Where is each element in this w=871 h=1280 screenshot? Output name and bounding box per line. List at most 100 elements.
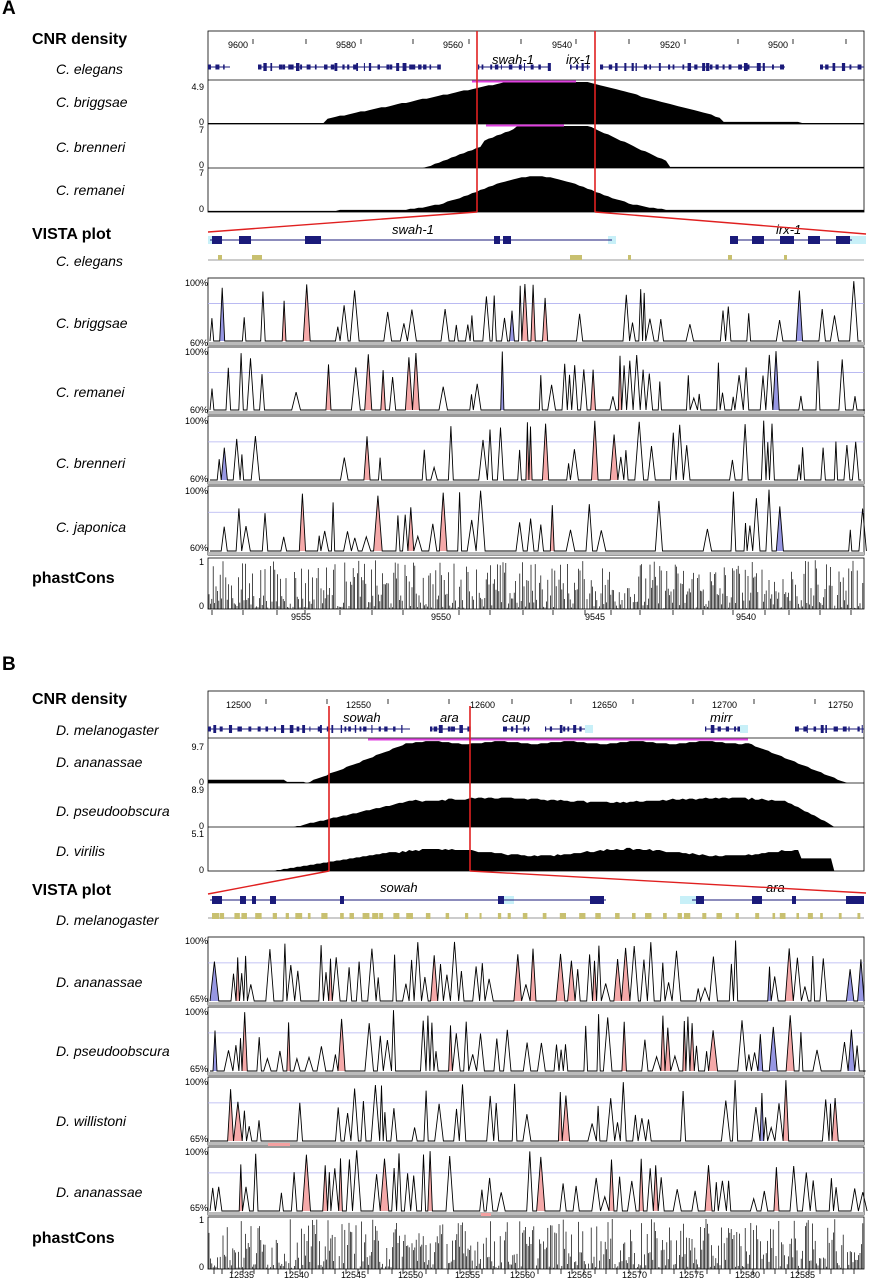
gene-exon [324,64,328,70]
noncoding-conserved [268,1143,290,1146]
noncoding-conserved [550,505,555,551]
phastcons-label: phastCons [32,1230,115,1247]
gene-exon [288,64,291,70]
panel-letter: B [2,654,16,675]
gene-exon [320,725,322,733]
vista-ytop: 100% [184,1007,208,1017]
vista-ybottom: 65% [189,1203,208,1213]
vista-plot-label: VISTA plot [32,882,112,899]
phastcons-label: phastCons [32,570,115,587]
noncoding-conserved [227,1089,234,1141]
gene-exon [615,63,618,71]
conserved-block [677,913,682,919]
bottom-axis-tick: 9540 [736,612,757,622]
noncoding-conserved [430,955,438,1001]
gene-exon [359,726,362,732]
gene-exon [527,726,530,732]
gene-exon [668,64,671,70]
vista-ref-species-label: C. elegans [56,253,123,269]
gene-exon [590,896,604,904]
gene-exon [309,726,311,732]
gene-exon [545,726,547,732]
gene-exon [237,726,241,732]
conserved-block [393,913,400,919]
gene-exon [608,64,613,70]
conserved-block [445,913,450,919]
gene-exon [228,725,233,733]
gene-exon [258,64,262,70]
gene-exon [263,63,267,71]
gene-exon [836,236,850,244]
vista-species-label: D. willistoni [56,1113,127,1129]
gene-exon [672,64,675,70]
conserved-block [728,255,732,260]
bottom-axis-tick: 12545 [341,1270,367,1280]
gene-exon [715,64,719,70]
gene-exon [694,64,698,70]
gene-exon [825,725,827,733]
conserved-block [406,913,413,919]
gene-label: sowah [343,710,381,725]
bottom-axis-tick: 12565 [567,1270,593,1280]
noncoding-conserved [689,1023,695,1071]
gene-exon [389,64,393,70]
noncoding-conserved [785,948,794,1001]
track-baseline [208,481,864,484]
gene-exon [248,726,252,732]
vista-species-label: C. remanei [56,384,125,400]
conserved-block [645,913,652,919]
conserved-block [465,913,469,919]
top-axis-tick: 9500 [768,40,789,50]
gene-exon [833,726,838,732]
track-baseline [208,1072,864,1075]
gene-exon [624,63,627,71]
bottom-axis-tick: 12550 [398,1270,424,1280]
conserved-block [820,913,823,919]
conservation-curve [210,489,867,552]
gene-label: caup [502,710,531,725]
gene-label: irx-1 [566,52,592,67]
conserved-block [857,913,861,919]
gene-exon [208,726,211,732]
gene-exon [302,725,306,733]
gene-exon [347,64,350,70]
gene-exon [300,64,303,70]
zoom-connector [207,870,330,895]
gene-exon [334,63,338,71]
vista-ybottom: 60% [189,405,208,415]
top-axis-tick: 12700 [712,700,738,710]
gene-exon [738,64,742,70]
zoom-connector [594,211,867,235]
conserved-block [218,255,222,260]
conserved-block [307,913,311,919]
top-axis-tick: 9600 [228,40,249,50]
exon-conserved [846,969,854,1001]
gene-exon [508,64,513,70]
gene-exon [792,896,796,904]
conserved-block [372,913,379,919]
conserved-block [632,913,636,919]
conservation-curve [209,940,865,1003]
gene-exon [340,896,344,904]
noncoding-conserved [542,297,548,341]
gene-exon [208,64,211,70]
gene-exon [709,64,713,70]
gene-exon [635,63,637,71]
gene-exon [813,726,817,732]
gene-exon [567,726,570,732]
exon-conserved [772,351,780,410]
gene-exon [270,63,273,71]
gene-exon [848,726,850,732]
noncoding-conserved [609,1159,614,1211]
gene-exon [363,726,367,732]
gene-exon [762,63,765,71]
conserved-block [615,913,620,919]
conserved-block [772,913,776,919]
top-axis-tick: 12750 [828,700,854,710]
vista-gene-label: swah-1 [392,222,434,237]
gene-exon [523,63,526,71]
gene-exon [386,64,390,70]
conservation-curve [209,281,862,342]
track-baseline [208,411,864,414]
conserved-block [716,913,722,919]
